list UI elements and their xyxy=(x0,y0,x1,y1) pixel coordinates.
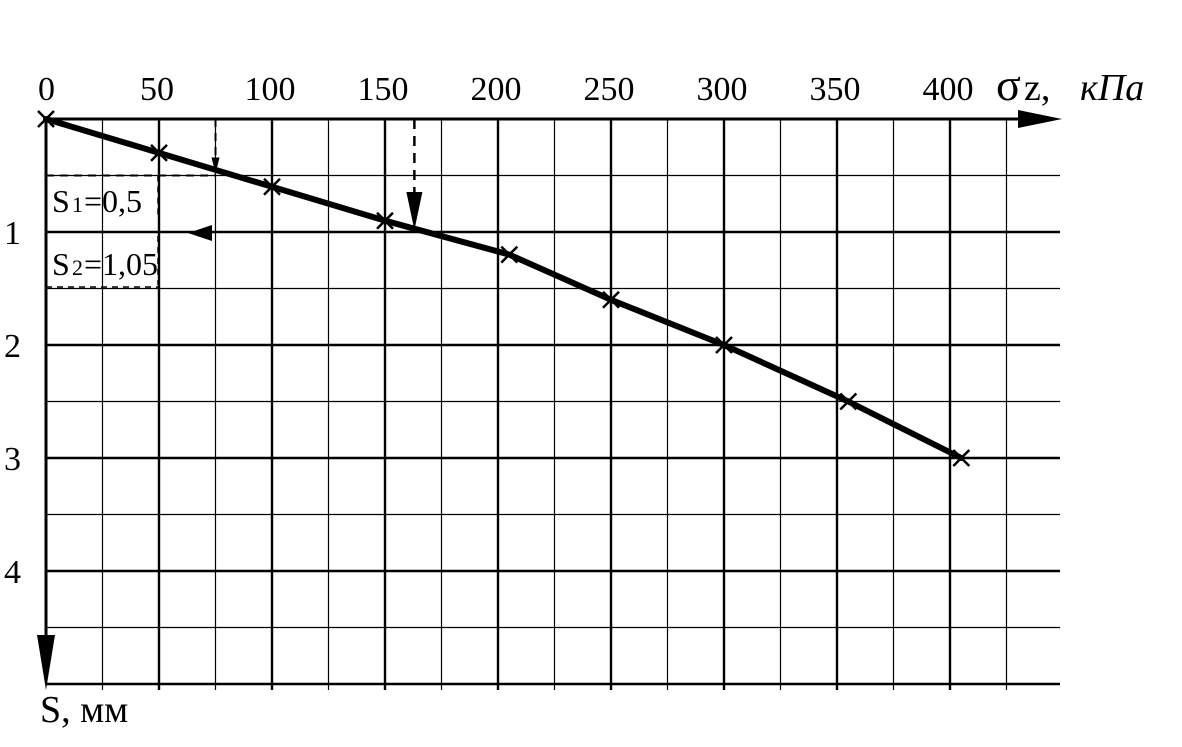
y-tick-label: 4 xyxy=(4,554,21,591)
x-axis-arrow xyxy=(1018,110,1062,128)
data-point xyxy=(150,144,168,162)
data-point xyxy=(376,211,394,230)
x-tick-label: 200 xyxy=(471,71,522,108)
x-tick-label: 150 xyxy=(358,71,409,108)
s2-label-sub: 2 xyxy=(72,255,83,280)
data-point xyxy=(602,290,620,309)
x-tick-label: 300 xyxy=(697,71,748,108)
x-tick-label: 100 xyxy=(245,71,296,108)
x-tick-label: 350 xyxy=(810,71,861,108)
s2-left-arrow xyxy=(188,225,212,241)
s1-label-sub: 1 xyxy=(72,192,83,217)
data-point xyxy=(37,110,55,128)
data-point xyxy=(839,392,858,411)
x-axis-label-symbol: σ xyxy=(996,59,1021,110)
y-axis-arrow xyxy=(37,635,55,690)
x-tick-label: 400 xyxy=(923,71,974,108)
labels: 0 50 100 150 200 250 300 350 400 σ z, кПа 1 2 3 4 S, мм S… xyxy=(4,59,1144,731)
data-point xyxy=(952,449,971,467)
x-tick-label: 0 xyxy=(38,71,55,108)
grid xyxy=(46,119,1060,690)
x-axis-label-unit: кПа xyxy=(1080,67,1144,109)
x-tick-label: 250 xyxy=(584,71,635,108)
s2-arrow-head xyxy=(406,192,423,230)
s1-label-value: =0,5 xyxy=(84,183,142,219)
y-tick-label: 1 xyxy=(4,215,21,252)
data-point xyxy=(263,177,281,196)
data-point xyxy=(500,245,519,264)
x-tick-label: 50 xyxy=(140,71,174,108)
x-axis-label-var: z, xyxy=(1024,67,1050,109)
data-point xyxy=(715,336,733,354)
s1-arrow-head xyxy=(211,157,220,174)
y-tick-label: 2 xyxy=(4,328,21,365)
y-axis-label: S, мм xyxy=(40,689,128,731)
axes xyxy=(37,110,1062,690)
s1-label-main: S xyxy=(52,183,70,219)
y-tick-label: 3 xyxy=(4,441,21,478)
annotations xyxy=(46,119,423,288)
s2-label-value: =1,05 xyxy=(84,246,158,282)
series xyxy=(37,110,971,467)
s2-label-main: S xyxy=(52,246,70,282)
